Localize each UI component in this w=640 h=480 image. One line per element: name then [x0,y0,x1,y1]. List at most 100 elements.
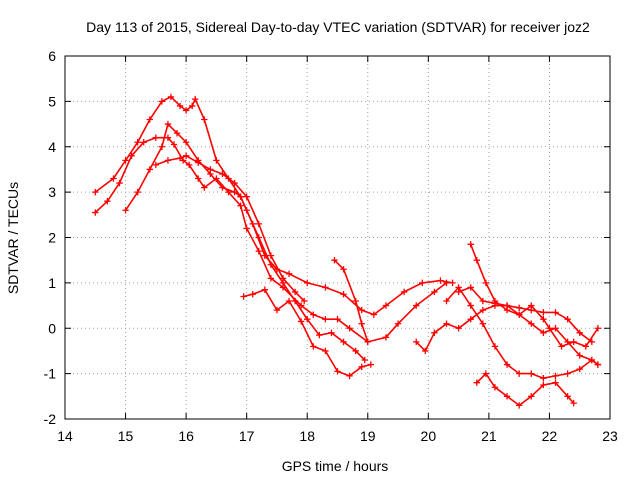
data-point [158,98,166,105]
data-point [331,256,338,264]
series-line [458,286,593,343]
series-line [124,123,366,361]
data-point [182,139,190,146]
data-point [528,393,535,400]
data-point [291,288,299,296]
data-point [322,315,329,323]
y-tick-label: 5 [48,93,56,109]
data-point [188,102,196,110]
data-point [167,93,175,101]
y-tick-label: -2 [44,411,57,427]
series-track-3 [122,120,368,364]
data-point [528,370,535,377]
axis-ticks [64,55,611,420]
data-point [279,275,287,282]
data-point [243,193,250,200]
data-point [255,234,262,241]
data-point [528,320,535,327]
data-point [152,134,160,141]
data-point [185,161,193,169]
series-track-9 [467,241,602,350]
data-point [382,334,390,341]
data-point [582,343,589,350]
data-point [515,304,523,312]
data-point [346,325,353,332]
data-point [482,279,490,287]
data-point [310,311,317,318]
data-point [243,225,250,232]
data-point [146,166,153,173]
data-point [92,209,99,216]
data-point [334,368,341,375]
x-tick-label: 21 [481,428,497,444]
data-point [182,152,190,160]
data-point [455,288,462,296]
data-point [340,291,347,298]
data-point [394,320,402,327]
data-point [322,347,329,355]
y-axis-title: SDTVAR / TECUs [5,182,21,294]
data-point [479,297,487,305]
chart-title: Day 113 of 2015, Sidereal Day-to-day VTE… [86,19,590,35]
data-point [443,297,450,305]
y-tick-label: 3 [48,184,56,200]
series-track-4 [152,152,308,305]
data-point [243,207,250,214]
data-point [413,302,420,309]
data-point [422,347,429,355]
data-point [255,220,262,228]
data-point [382,302,390,309]
y-tick-label: -1 [44,366,57,382]
data-point [304,279,311,287]
data-point [361,356,368,364]
data-point [240,293,247,300]
x-tick-label: 20 [421,428,437,444]
series-line [94,136,447,343]
data-point [564,370,571,377]
x-tick-label: 19 [360,428,376,444]
y-tick-label: 6 [48,48,56,64]
series-track-8 [443,284,602,382]
grid [65,56,610,419]
y-tick-label: 1 [48,275,56,291]
series-line [94,96,453,316]
data-point [340,266,347,273]
data-point [540,315,547,323]
data-point [552,372,559,380]
series-track-11 [473,370,577,409]
data-point [552,379,559,386]
data-point [291,297,299,305]
series-layer [92,93,602,409]
data-point [449,279,456,287]
series-track-6 [331,256,371,346]
data-point [467,315,474,323]
data-point [316,331,323,339]
series-track-10 [455,284,596,346]
data-point [273,306,281,314]
data-point [431,288,438,296]
data-point [576,352,583,359]
data-point [195,175,202,182]
series-line [243,288,371,377]
data-point [285,297,293,305]
data-point [419,279,426,287]
data-point [564,393,571,400]
data-point [140,139,147,146]
data-point [540,381,547,389]
data-point [503,393,511,400]
data-point [231,179,238,187]
data-point [122,157,129,164]
data-point [267,261,275,268]
data-point [546,325,553,332]
data-point [267,275,275,282]
x-tick-label: 14 [57,428,73,444]
data-point [170,141,178,148]
x-tick-label: 23 [602,428,618,444]
data-point [491,343,499,350]
data-point [201,184,208,191]
data-point [482,370,490,377]
data-point [367,361,375,368]
data-point [491,300,499,307]
x-tick-label: 15 [118,428,134,444]
